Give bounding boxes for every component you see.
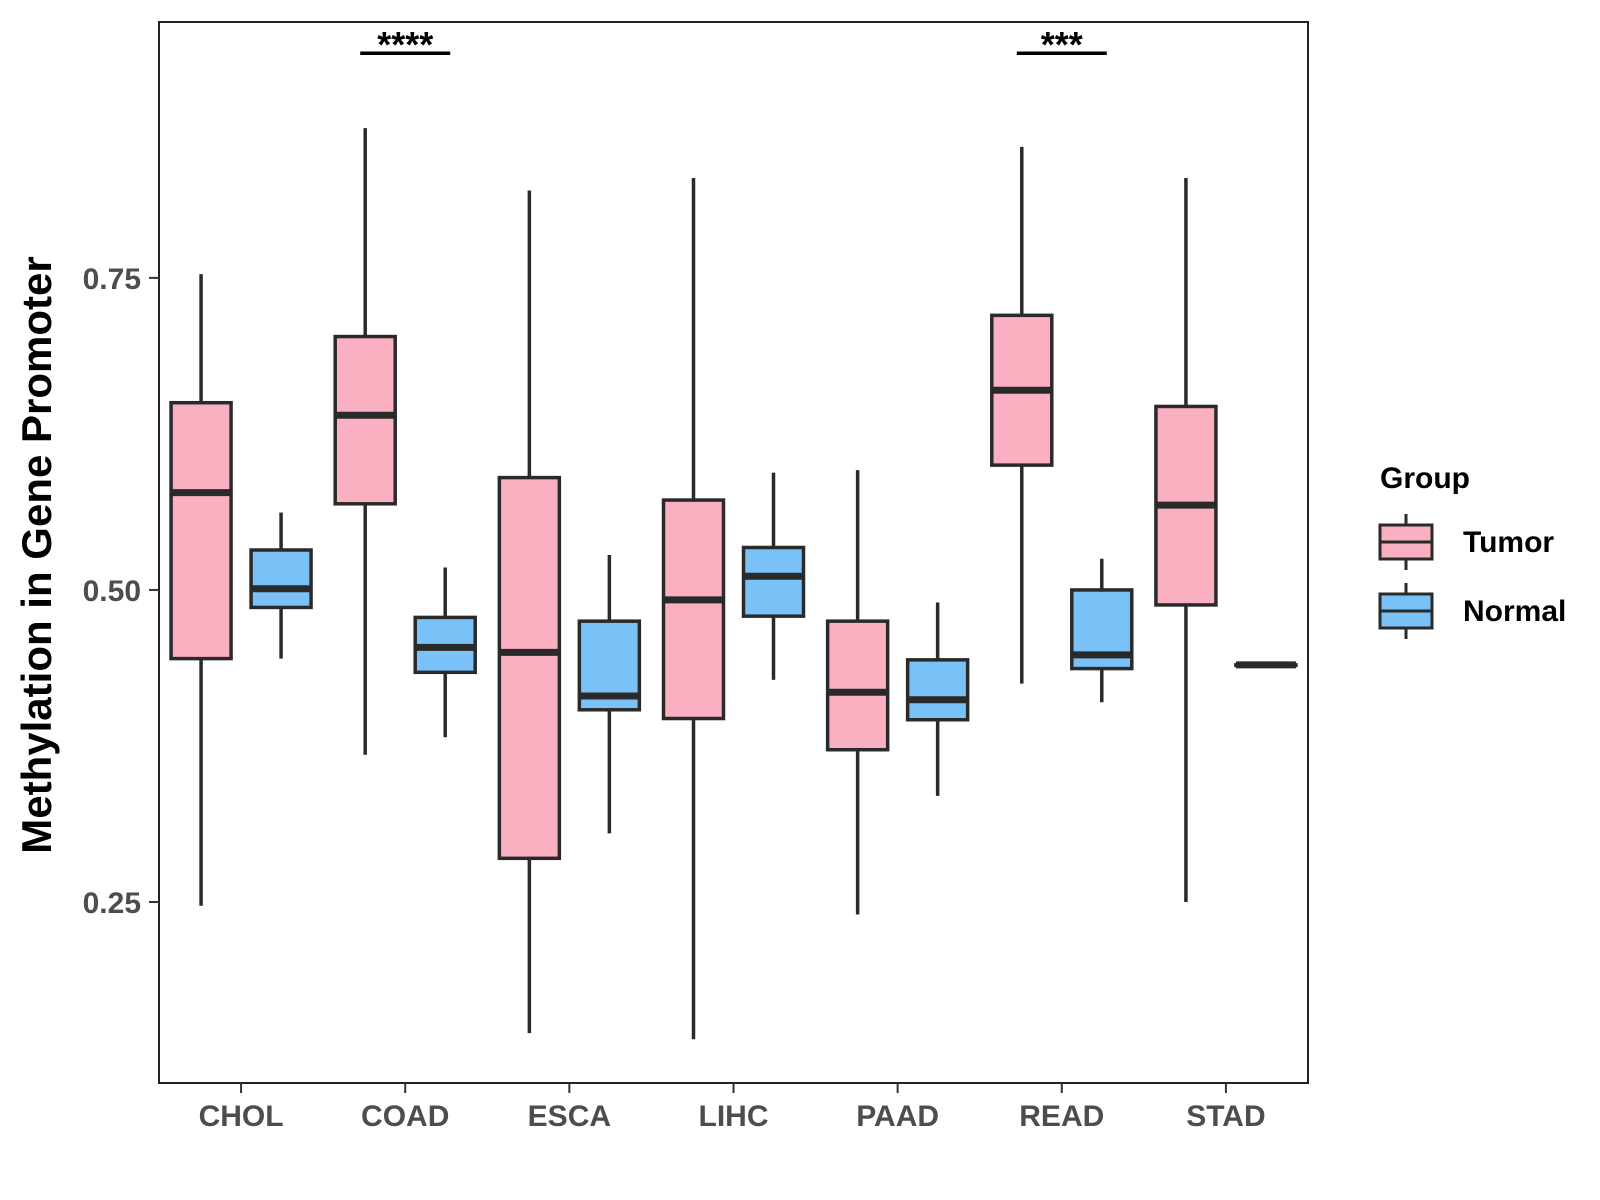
box-iqr — [333, 334, 397, 506]
significance-coad: **** — [360, 24, 451, 65]
box-normal-coad — [413, 567, 477, 738]
x-tick-label: LIHC — [699, 1100, 769, 1133]
plot-area: 0.25 0.50 0.75 CHOL COAD ESCA LIHC PAAD READ STAD… — [83, 21, 1309, 1133]
significance-label: **** — [377, 24, 433, 65]
box-tumor-stad — [1154, 178, 1218, 903]
box-tumor-paad — [825, 470, 890, 915]
legend-label: Tumor — [1463, 526, 1554, 559]
box-normal-lihc — [741, 472, 806, 680]
box-iqr — [661, 498, 726, 721]
box-normal-chol — [249, 512, 313, 659]
box-normal-paad — [905, 602, 970, 796]
box-iqr — [905, 658, 970, 722]
legend: Group Tumor Normal — [1378, 462, 1566, 639]
legend-item-tumor: Tumor — [1378, 514, 1554, 570]
legend-item-normal: Normal — [1378, 583, 1566, 639]
significance-label: *** — [1041, 24, 1083, 65]
box-tumor-chol — [169, 274, 233, 906]
box-normal-esca — [577, 554, 642, 834]
x-tick-label: READ — [1019, 1100, 1104, 1133]
box-normal-stad — [1234, 661, 1298, 669]
x-tick-label: PAAD — [856, 1100, 939, 1133]
y-tick-label: 0.50 — [83, 575, 141, 608]
y-axis-title: Methylation in Gene Promoter — [13, 256, 60, 853]
x-tick-label: COAD — [361, 1100, 449, 1133]
box-normal-read — [1070, 558, 1134, 703]
y-tick-label: 0.25 — [83, 887, 141, 920]
box-iqr — [497, 475, 562, 861]
box-tumor-read — [990, 146, 1054, 684]
box-tumor-esca — [497, 190, 562, 1034]
x-tick-label: ESCA — [528, 1100, 611, 1133]
legend-label: Normal — [1463, 595, 1566, 628]
legend-title: Group — [1380, 462, 1470, 495]
box-iqr — [249, 548, 313, 610]
box-iqr — [169, 400, 233, 661]
box-iqr — [741, 545, 806, 618]
y-tick-label: 0.75 — [83, 263, 141, 296]
box-iqr — [825, 619, 890, 752]
significance-read: *** — [1016, 24, 1107, 65]
x-tick-label: CHOL — [199, 1100, 284, 1133]
box-tumor-lihc — [661, 178, 726, 1040]
x-tick-label: STAD — [1186, 1100, 1265, 1133]
box-tumor-coad — [333, 128, 397, 755]
